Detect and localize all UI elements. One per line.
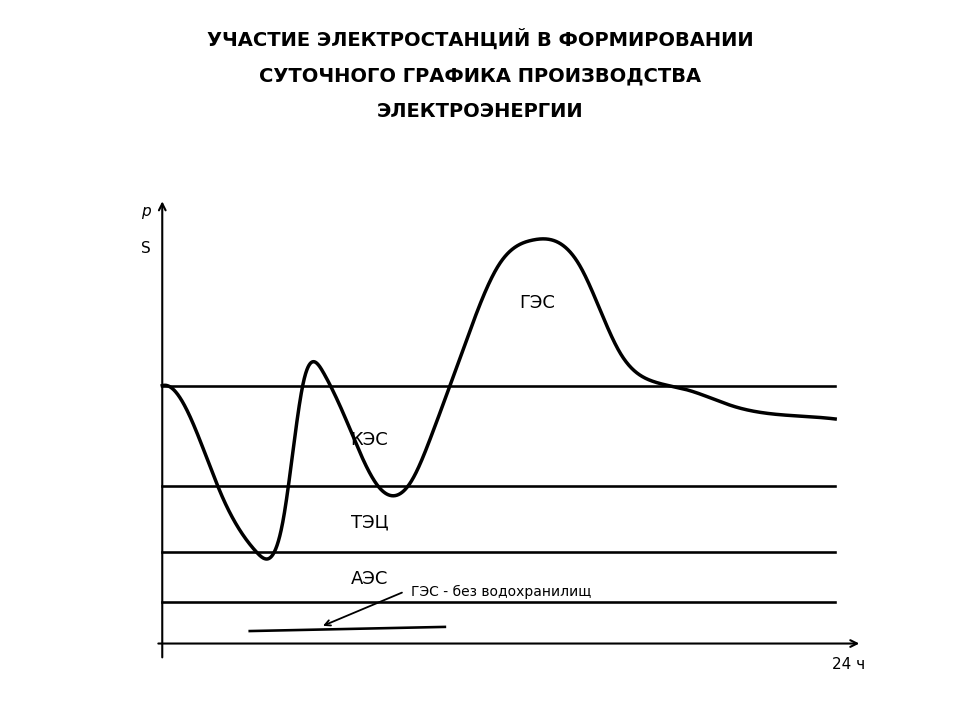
Text: УЧАСТИЕ ЭЛЕКТРОСТАНЦИЙ В ФОРМИРОВАНИИ: УЧАСТИЕ ЭЛЕКТРОСТАНЦИЙ В ФОРМИРОВАНИИ (206, 29, 754, 50)
Text: ТЭЦ: ТЭЦ (350, 514, 388, 532)
Text: КЭС: КЭС (350, 431, 389, 449)
Text: СУТОЧНОГО ГРАФИКА ПРОИЗВОДСТВА: СУТОЧНОГО ГРАФИКА ПРОИЗВОДСТВА (259, 66, 701, 85)
Text: ГЭС: ГЭС (519, 294, 555, 312)
Text: 24 ч: 24 ч (832, 657, 865, 672)
Text: ЭЛЕКТРОЭНЕРГИИ: ЭЛЕКТРОЭНЕРГИИ (376, 102, 584, 121)
Text: АЭС: АЭС (350, 570, 388, 588)
Text: p: p (140, 204, 151, 219)
Text: S: S (140, 241, 151, 256)
Text: ГЭС - без водохранилищ: ГЭС - без водохранилищ (411, 585, 591, 598)
